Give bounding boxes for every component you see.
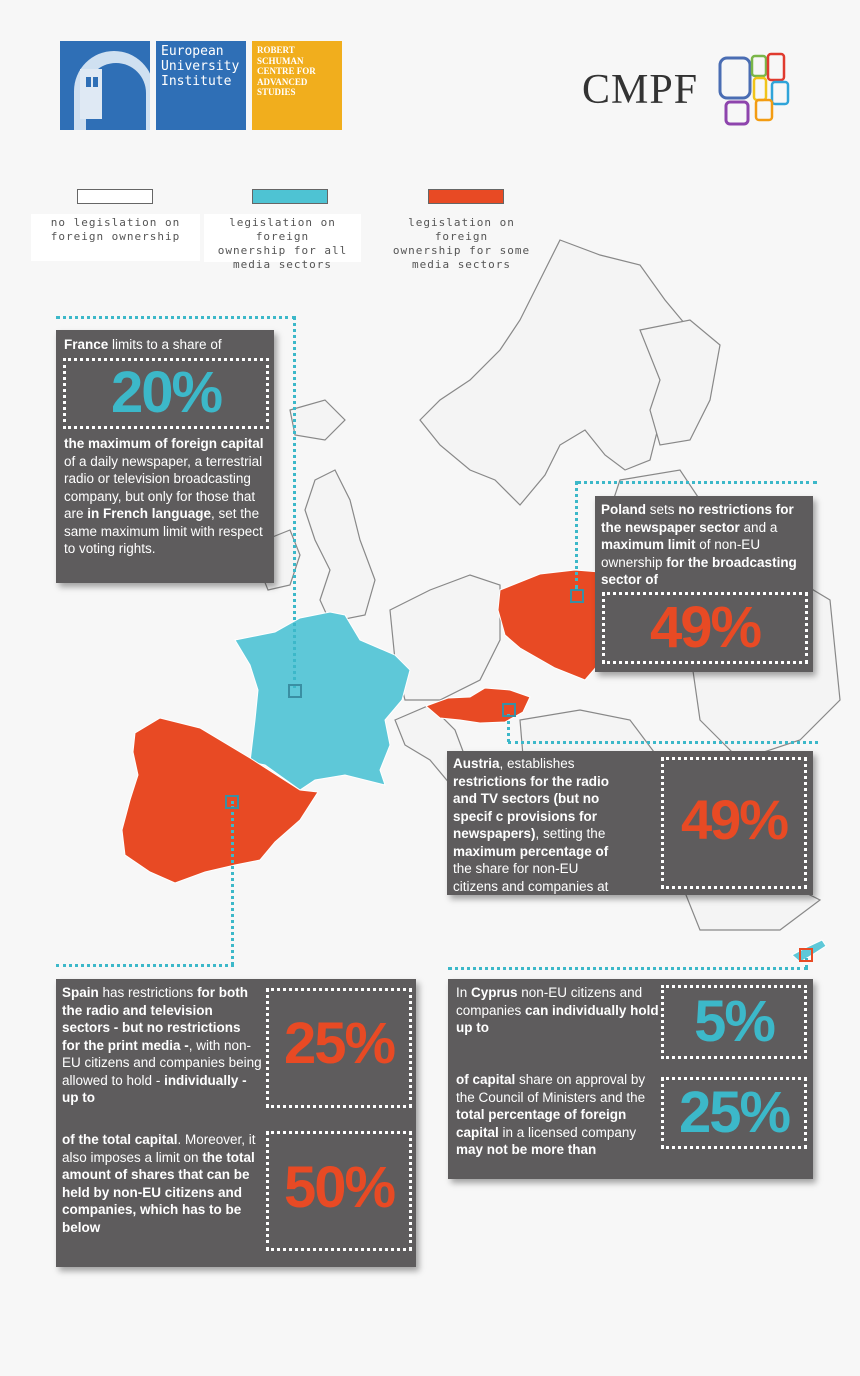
spain-value-1: 25% xyxy=(283,1011,396,1076)
legend-label-some: legislation on foreign ownership for some… xyxy=(392,216,531,271)
poland-value: 49% xyxy=(649,595,762,660)
france-value-frame xyxy=(63,358,269,429)
rsc-logo: ROBERT SCHUMAN CENTRE FOR ADVANCED STUDI… xyxy=(252,41,342,130)
poland-info-box: Poland sets no restrictions for the news… xyxy=(595,496,813,672)
poland-value-frame xyxy=(602,592,808,664)
spain-info-box: Spain has restrictions for both the radi… xyxy=(56,979,416,1267)
spain-region xyxy=(121,717,319,884)
france-region xyxy=(234,611,411,791)
cyprus-marker xyxy=(799,948,813,962)
cyprus-value1-frame xyxy=(661,985,807,1059)
spain-value-2: 50% xyxy=(283,1155,396,1220)
france-description: the maximum of foreign capital of a dail… xyxy=(64,436,264,556)
austria-description: Austria, establishes restrictions for th… xyxy=(453,756,610,894)
eui-name: European University Institute xyxy=(156,41,246,130)
cyprus-value-1: 5% xyxy=(694,989,776,1054)
austria-connector-h xyxy=(508,741,818,744)
cyprus-connector-v xyxy=(805,958,808,968)
poland-region xyxy=(497,569,601,681)
france-intro: France limits to a share of xyxy=(64,337,222,352)
france-marker xyxy=(288,684,302,698)
legend-swatch-all xyxy=(252,189,328,204)
spain-value2-frame xyxy=(266,1131,412,1251)
france-info-box: France limits to a share of 20% the maxi… xyxy=(56,330,274,583)
cyprus-info-box: In Cyprus non-EU citizens and companies … xyxy=(448,979,813,1179)
legend-label-none: no legislation on foreign ownership xyxy=(31,214,200,261)
poland-marker xyxy=(570,589,584,603)
spain-value1-frame xyxy=(266,988,412,1108)
austria-region xyxy=(425,687,531,724)
austria-marker xyxy=(502,703,516,717)
austria-value: 49% xyxy=(680,788,789,851)
poland-connector-h xyxy=(577,481,817,484)
eui-emblem xyxy=(60,41,150,130)
france-connector-v xyxy=(293,316,296,688)
cmpf-logo-icon xyxy=(716,50,796,130)
legend-label-all: legislation on foreign ownership for all m… xyxy=(204,214,361,271)
cyprus-value-2: 25% xyxy=(678,1080,791,1145)
spain-description-1: Spain has restrictions for both the radi… xyxy=(62,985,262,1105)
legend-swatch-some xyxy=(428,189,504,204)
legend-swatch-none xyxy=(77,189,153,204)
poland-description: Poland sets no restrictions for the news… xyxy=(601,502,797,587)
eui-logo: European University Institute xyxy=(60,41,246,130)
austria-info-box: Austria, establishes restrictions for th… xyxy=(447,751,813,895)
france-value: 20% xyxy=(110,360,223,425)
spain-marker xyxy=(225,795,239,809)
cyprus-value2-frame xyxy=(661,1077,807,1149)
austria-value-frame xyxy=(661,757,807,889)
spain-connector-h xyxy=(56,964,234,967)
cyprus-description-2: of capital share on approval by the Coun… xyxy=(456,1072,646,1157)
cmpf-logo-text: CMPF xyxy=(582,67,699,113)
poland-connector-v xyxy=(575,481,578,589)
cyprus-description-1: In Cyprus non-EU citizens and companies … xyxy=(456,985,659,1035)
spain-connector-v xyxy=(231,801,234,965)
austria-connector-v xyxy=(507,714,510,742)
cyprus-connector-h xyxy=(448,967,808,970)
spain-description-2: of the total capital. Moreover, it also … xyxy=(62,1132,256,1235)
france-connector-h xyxy=(56,316,296,319)
